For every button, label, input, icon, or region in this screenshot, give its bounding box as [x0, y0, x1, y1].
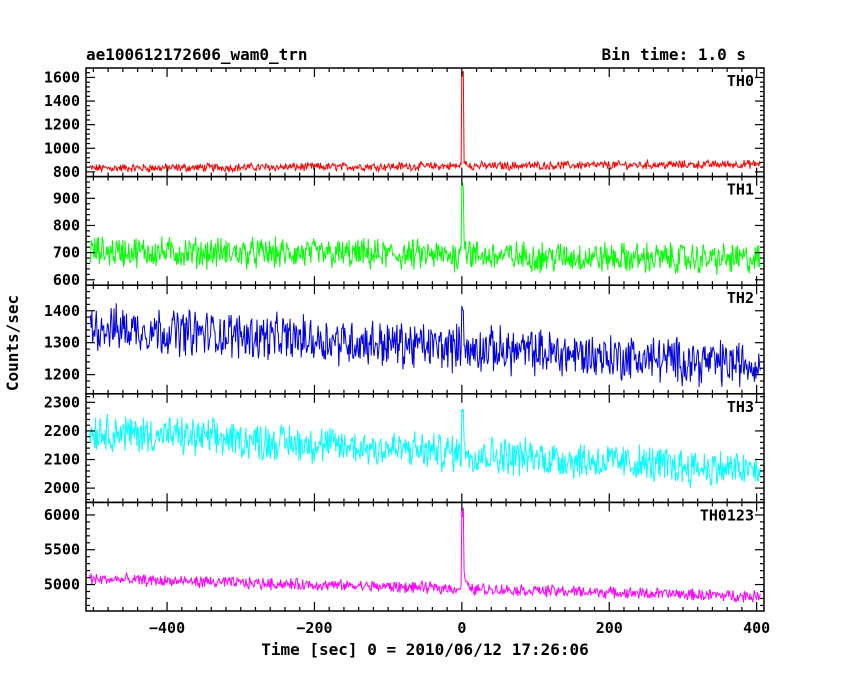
y-tick-label: 1000: [44, 139, 80, 157]
x-tick-label: 200: [596, 619, 623, 637]
panel-label-th1: TH1: [727, 181, 754, 199]
series-th2-line: [89, 303, 761, 388]
panel-label-th3: TH3: [727, 398, 754, 416]
y-tick-label: 1300: [44, 334, 80, 352]
y-tick-label: 700: [53, 244, 80, 262]
y-tick-label: 1600: [44, 68, 80, 86]
y-axis-label: Counts/sec: [3, 295, 22, 391]
y-tick-label: 900: [53, 189, 80, 207]
y-tick-label: 6000: [44, 506, 80, 524]
y-tick-label: 2300: [44, 393, 80, 411]
x-tick-label: −200: [296, 619, 332, 637]
panel-th0: 800 1000 1200 1400 1600 TH0: [44, 67, 765, 181]
y-tick-label: 2000: [44, 479, 80, 497]
x-tick-label: 0: [457, 619, 466, 637]
x-tick-label: −400: [149, 619, 185, 637]
series-th1-line: [89, 182, 761, 276]
series-th0-line: [89, 71, 761, 174]
x-axis-label: Time [sec] 0 = 2010/06/12 17:26:06: [261, 640, 589, 659]
panel-frame: [85, 175, 765, 286]
series-th3-line: [89, 408, 761, 489]
panels-group: 800 1000 1200 1400 1600 TH0 600 700 800 900 TH1 120…: [44, 67, 770, 637]
panel-th1: 600 700 800 900 TH1: [53, 175, 765, 289]
panel-th0123: 5000 5500 6000 TH0123: [44, 501, 765, 612]
y-tick-label: 1200: [44, 366, 80, 384]
panel-frame: [85, 67, 765, 178]
y-tick-label: 1400: [44, 92, 80, 110]
y-tick-label: 1200: [44, 116, 80, 134]
y-tick-label: 2100: [44, 451, 80, 469]
y-tick-label: 600: [53, 271, 80, 289]
y-tick-label: 1400: [44, 302, 80, 320]
panel-label-th0: TH0: [727, 72, 754, 90]
y-tick-label: 800: [53, 216, 80, 234]
y-tick-label: 5500: [44, 541, 80, 559]
panel-th3: 2000 2100 2200 2300 TH3: [44, 393, 765, 504]
y-tick-label: 800: [53, 163, 80, 181]
chart-title-right: Bin time: 1.0 s: [602, 45, 747, 64]
y-tick-label: 2200: [44, 422, 80, 440]
x-tick-label: 400: [743, 619, 770, 637]
chart-title-left: ae100612172606_wam0_trn: [86, 45, 308, 64]
series-th0123-line: [89, 507, 761, 603]
panel-th2: 1200 1300 1400 TH2: [44, 284, 765, 395]
y-tick-label: 5000: [44, 576, 80, 594]
panel-label-th2: TH2: [727, 289, 754, 307]
panel-label-th0123: TH0123: [700, 506, 754, 524]
